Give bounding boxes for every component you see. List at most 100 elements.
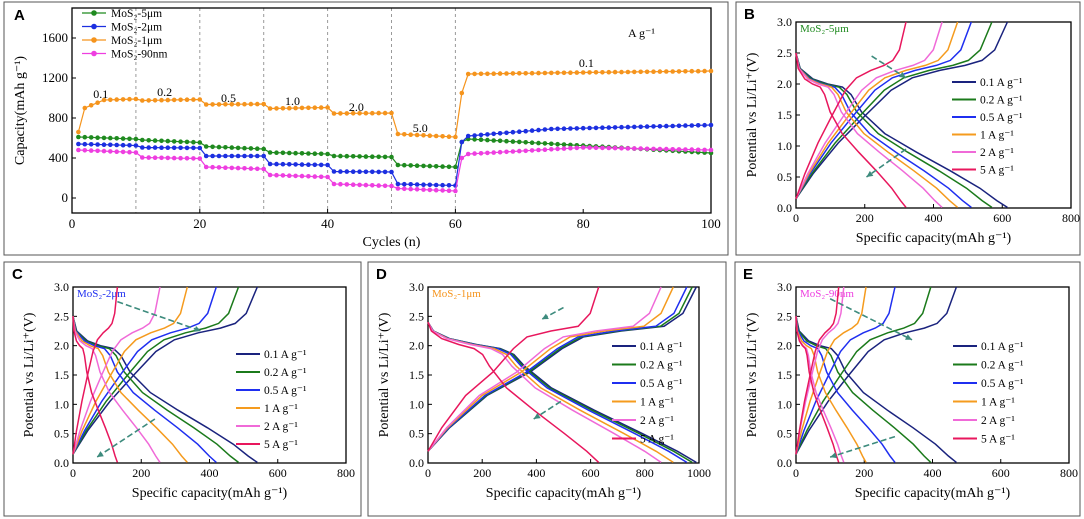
data-point (127, 96, 132, 102)
data-point (465, 151, 471, 157)
data-point (472, 133, 477, 138)
data-point (171, 97, 177, 103)
data-point (331, 111, 337, 116)
legend-label: 0.5 A g⁻¹ (980, 112, 1023, 124)
data-point (357, 169, 362, 174)
data-point (318, 105, 324, 110)
panel-label-b: B (744, 6, 755, 23)
data-point (612, 69, 618, 75)
panel-a-border (3, 1, 729, 256)
data-point (248, 101, 254, 107)
x-tick-label: 600 (582, 466, 600, 480)
data-point (127, 149, 132, 155)
data-point (587, 125, 592, 131)
data-point (580, 125, 586, 131)
data-point (402, 186, 407, 192)
panel-label-e: E (743, 266, 753, 283)
x-tick-label: 20 (193, 216, 206, 231)
charge-curve (72, 286, 218, 455)
data-point (108, 149, 113, 154)
data-point (95, 135, 100, 140)
panel-label-d: D (376, 266, 387, 283)
x-tick-label: 400 (924, 466, 942, 480)
series-line (78, 136, 712, 168)
data-point (676, 123, 682, 129)
data-point (619, 69, 624, 75)
legend-label: 5 A g⁻¹ (981, 434, 1015, 446)
data-point (574, 70, 580, 75)
data-point (606, 125, 612, 130)
data-point (114, 149, 119, 154)
legend-label: MoS₂-5μm (111, 8, 162, 20)
data-point (146, 155, 151, 160)
data-point (267, 161, 273, 167)
y-tick-label: 1.0 (777, 139, 792, 153)
discharge-curve (427, 321, 662, 464)
data-point (178, 97, 183, 103)
x-tick-label: 400 (527, 466, 545, 480)
data-point (370, 183, 375, 188)
data-point (223, 165, 228, 170)
data-point (440, 164, 445, 169)
data-point (76, 134, 81, 140)
data-point (491, 131, 497, 137)
data-point (152, 155, 158, 160)
data-point (587, 145, 592, 150)
data-point (318, 174, 324, 180)
data-point (299, 162, 305, 167)
data-point (184, 145, 190, 151)
legend-label: 1 A g⁻¹ (980, 130, 1014, 142)
trend-arrow-shaft (117, 300, 202, 332)
discharge-curve (72, 316, 188, 463)
data-point (133, 96, 139, 102)
data-point (274, 150, 279, 155)
data-point (191, 156, 196, 161)
data-point (427, 133, 433, 138)
data-point (421, 163, 426, 169)
panel-label-a: A (14, 7, 25, 24)
data-point (632, 124, 637, 130)
data-point (510, 149, 516, 154)
data-point (197, 140, 203, 145)
charge-curve (795, 286, 867, 455)
legend-label: MoS₂-2μm (111, 22, 162, 34)
trend-arrow-head (533, 413, 541, 419)
data-point (574, 145, 580, 151)
y-axis-label: Potential vs Li/Li⁺(V) (745, 52, 760, 177)
charge-curve (427, 286, 662, 452)
data-point (504, 71, 509, 76)
data-point (402, 132, 407, 137)
discharge-curve (795, 316, 932, 463)
data-point (357, 154, 362, 159)
data-point (408, 186, 414, 192)
data-point (708, 122, 714, 128)
data-point (152, 138, 158, 143)
data-point (331, 153, 337, 159)
y-tick-label: 0.5 (777, 427, 792, 441)
data-point (523, 148, 528, 154)
unit-note: A g⁻¹ (628, 26, 655, 40)
data-point (523, 71, 528, 76)
data-point (606, 145, 612, 151)
trend-arrow-head (96, 451, 104, 458)
data-point (670, 69, 675, 74)
charge-curve (795, 21, 907, 199)
data-point (242, 166, 247, 171)
data-point (171, 155, 177, 161)
data-point (312, 105, 318, 110)
data-point (280, 106, 286, 111)
data-point (478, 137, 484, 142)
data-point (478, 132, 484, 138)
discharge-curve (72, 316, 217, 463)
data-point (491, 150, 497, 155)
panel-border (735, 1, 1081, 256)
discharge-curve (795, 52, 959, 208)
data-point (350, 154, 356, 159)
y-tick-label: 0 (62, 190, 69, 205)
data-point (171, 139, 177, 144)
data-point (376, 110, 382, 116)
data-point (427, 187, 433, 193)
charge-curve (795, 21, 1009, 200)
data-point (555, 141, 560, 147)
y-tick-label: 3.0 (777, 280, 792, 294)
